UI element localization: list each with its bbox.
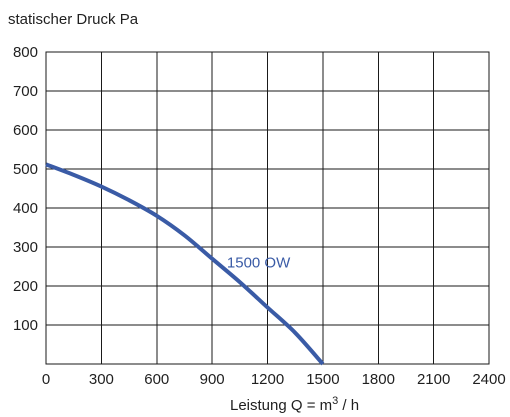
x-tick-label-1800: 1800 [362, 371, 395, 388]
x-tick-label-0: 0 [42, 371, 50, 388]
series-line-0 [45, 162, 325, 366]
x-axis-title-tail: / h [338, 397, 359, 414]
y-tick-label-800: 800 [13, 44, 38, 61]
y-tick-label-600: 600 [13, 122, 38, 139]
x-tick-label-2100: 2100 [417, 371, 450, 388]
series-label-0: 1500 OW [227, 255, 291, 272]
x-axis-title-main: Leistung Q = m [230, 397, 332, 414]
y-tick-label-100: 100 [13, 317, 38, 334]
y-tick-label-200: 200 [13, 278, 38, 295]
y-tick-label-300: 300 [13, 239, 38, 256]
y-axis-title: statischer Druck Pa [8, 11, 139, 28]
x-tick-label-1200: 1200 [251, 371, 284, 388]
y-tick-label-700: 700 [13, 83, 38, 100]
x-tick-label-600: 600 [144, 371, 169, 388]
x-tick-label-2400: 2400 [472, 371, 505, 388]
series-layer: 1500 OW [45, 162, 325, 366]
plot-frame [45, 51, 490, 365]
x-tick-label-300: 300 [89, 371, 114, 388]
x-tick-label-900: 900 [200, 371, 225, 388]
x-axis-title: Leistung Q = m3 / h [230, 395, 359, 414]
x-tick-labels: 0 300 600 900 1200 1500 1800 2100 2400 [42, 371, 506, 388]
y-tick-label-400: 400 [13, 200, 38, 217]
x-axis-title-superscript: 3 [332, 395, 338, 407]
x-tick-label-1500: 1500 [306, 371, 339, 388]
y-tick-label-500: 500 [13, 161, 38, 178]
grid [45, 51, 490, 365]
y-tick-labels: 100 200 300 400 500 600 700 800 [13, 44, 38, 334]
